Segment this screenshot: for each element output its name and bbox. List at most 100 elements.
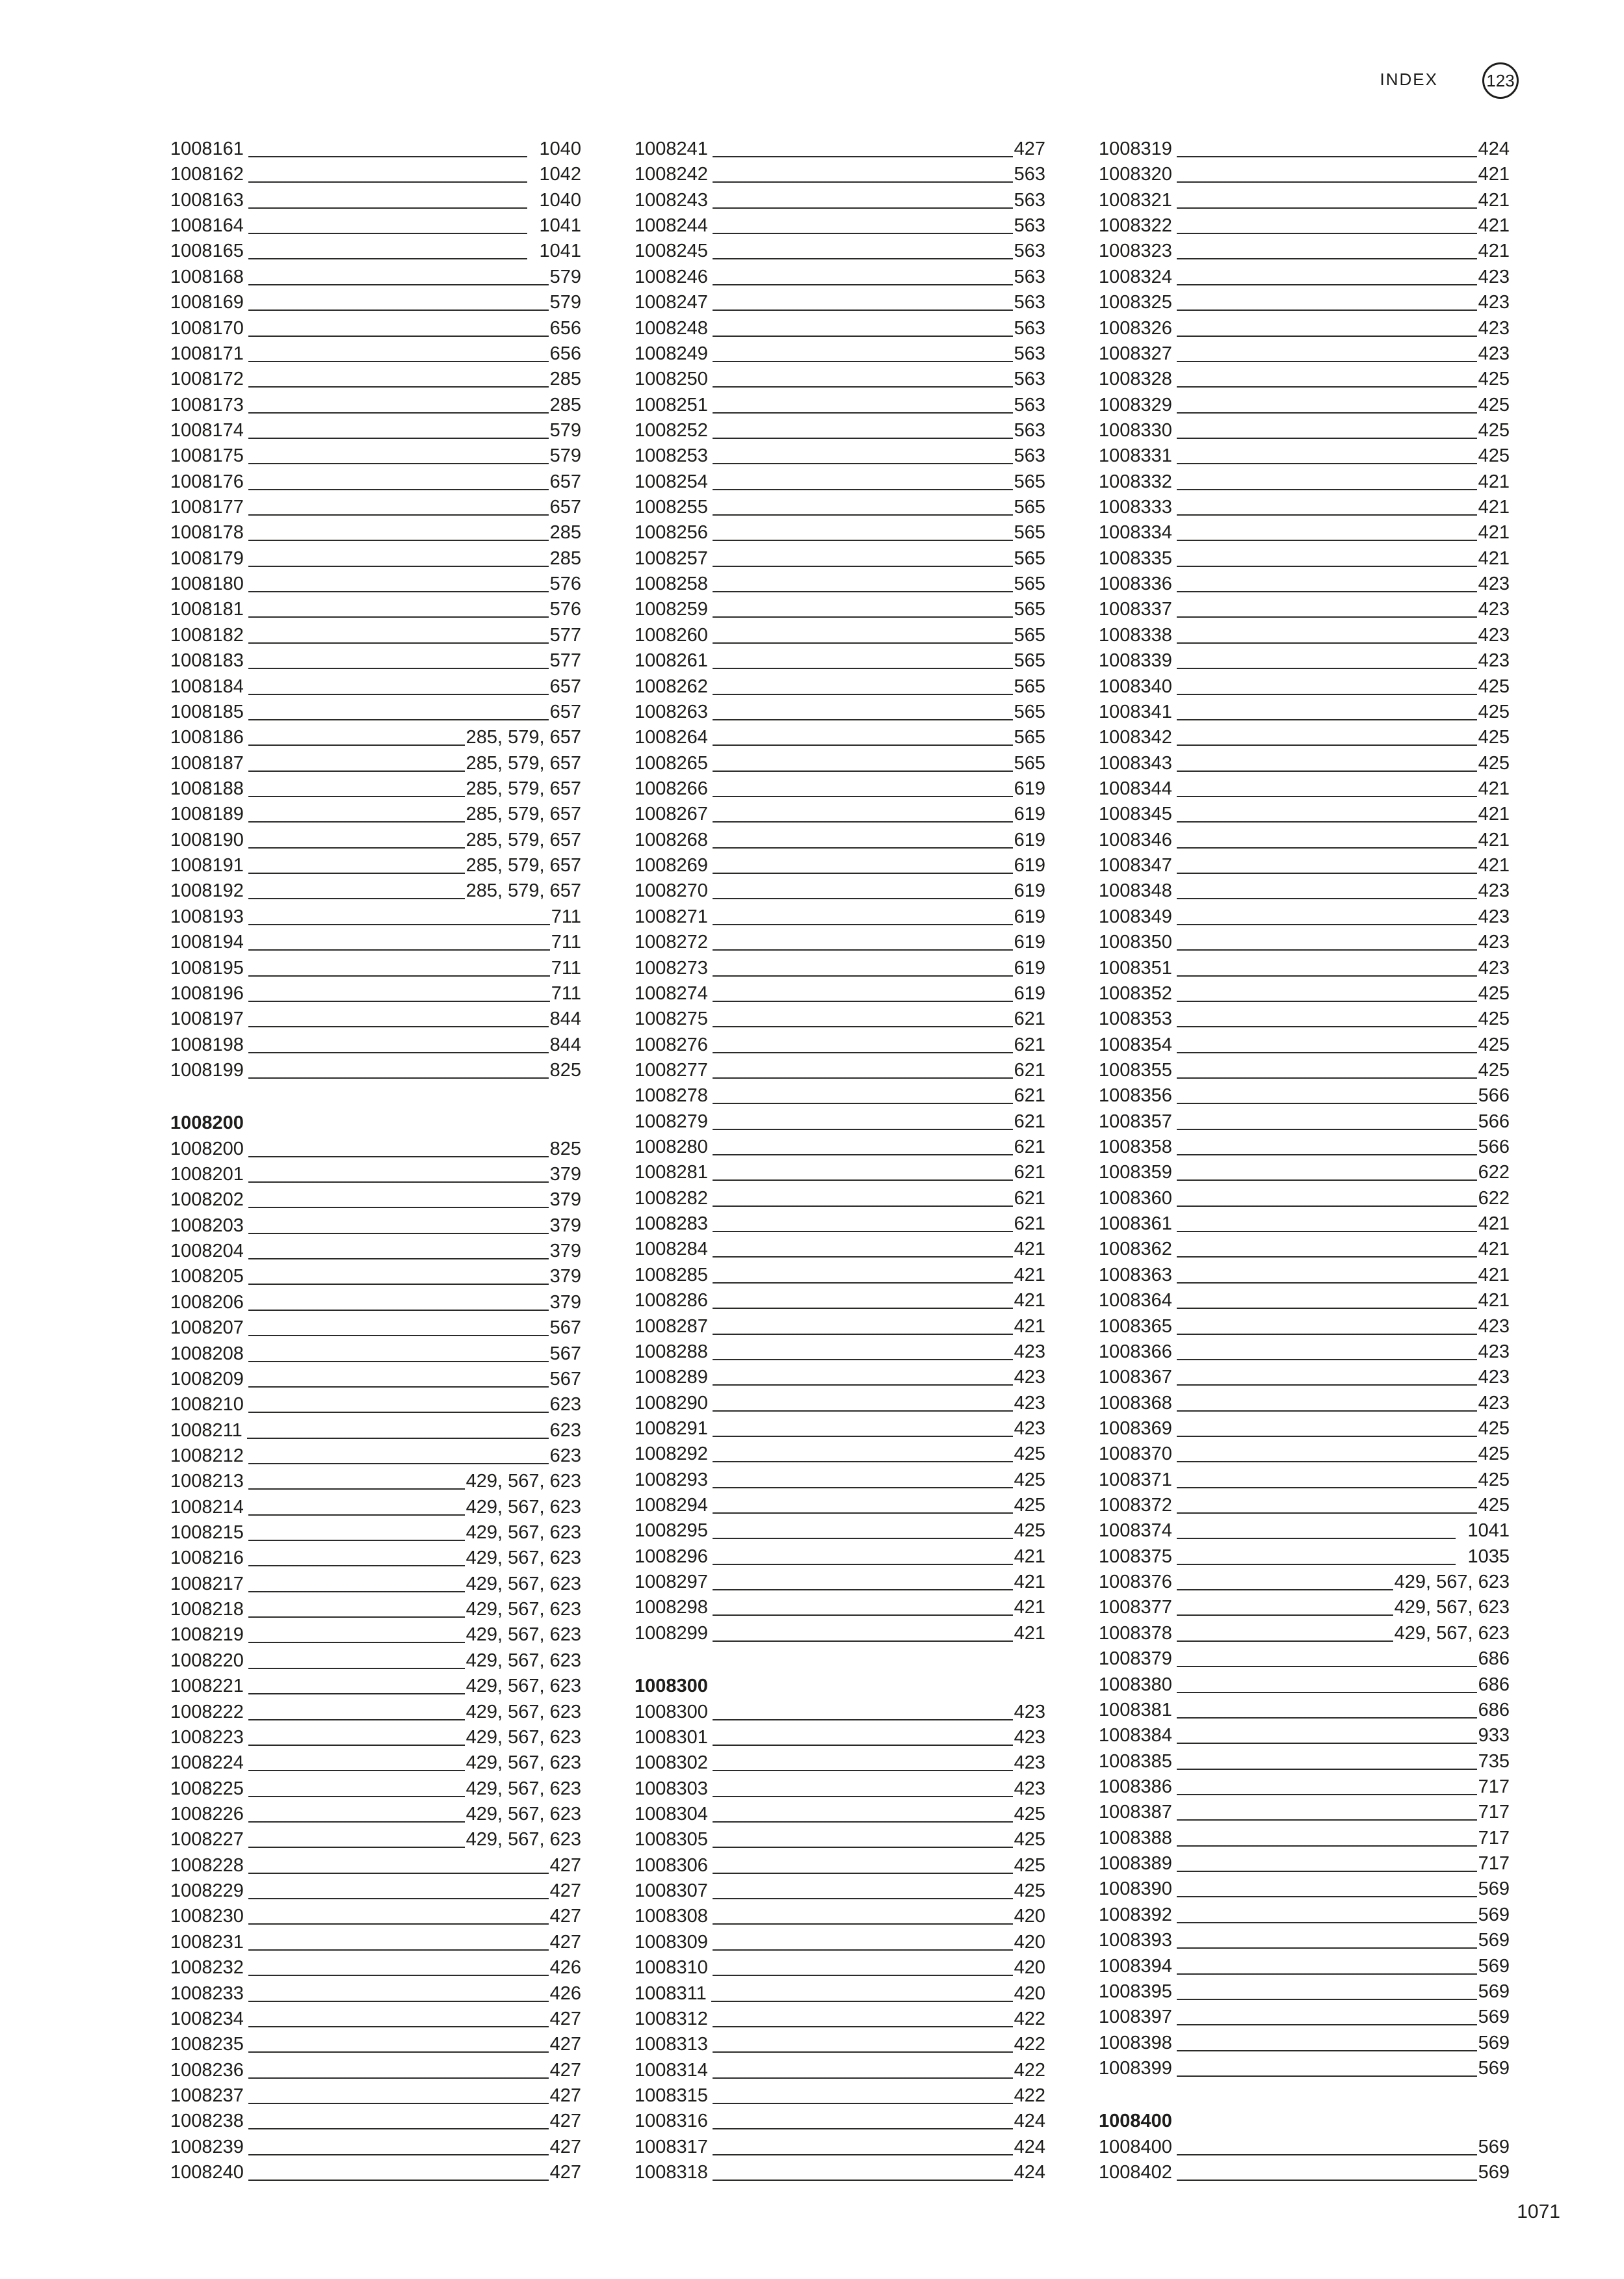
entry-id: 1008331 — [1099, 445, 1172, 467]
entry-id: 1008332 — [1099, 471, 1172, 492]
leader-line — [712, 718, 1013, 720]
entry-id: 1008350 — [1099, 932, 1172, 953]
entry-id: 1008326 — [1099, 317, 1172, 339]
entry-pages: 565 — [1014, 547, 1045, 569]
entry-pages: 379 — [549, 1215, 581, 1236]
leader-line — [248, 1642, 465, 1644]
leader-line — [712, 1589, 1013, 1591]
leader-line — [712, 1103, 1013, 1105]
index-entry: 1008337 423 — [1099, 597, 1510, 622]
entry-id: 1008369 — [1099, 1417, 1172, 1439]
index-entry: 1008301 423 — [635, 1725, 1045, 1750]
index-entry: 1008349 423 — [1099, 904, 1510, 930]
index-entry: 1008318 424 — [635, 2160, 1045, 2185]
entry-id: 1008217 — [170, 1573, 244, 1594]
index-entry: 1008224 429, 567, 623 — [170, 1750, 581, 1776]
leader-line — [712, 821, 1013, 823]
entry-id: 1008190 — [170, 829, 244, 850]
entry-id: 1008357 — [1099, 1111, 1172, 1132]
entry-id: 1008251 — [635, 394, 708, 415]
leader-line — [712, 1975, 1013, 1977]
entry-pages: 425 — [1478, 1417, 1510, 1439]
index-entry: 1008247 563 — [635, 290, 1045, 315]
leader-line — [712, 156, 1013, 157]
entry-pages: 425 — [1478, 676, 1510, 697]
index-entry: 1008293 425 — [635, 1468, 1045, 1493]
entry-pages: 285 — [549, 547, 581, 569]
entry-pages: 567 — [549, 1368, 581, 1390]
index-entry: 1008202 379 — [170, 1187, 581, 1213]
entry-pages: 427 — [549, 2008, 581, 2029]
entry-pages: 565 — [1014, 599, 1045, 620]
leader-line — [1176, 386, 1477, 388]
entry-pages: 427 — [549, 2111, 581, 2132]
leader-line — [248, 1616, 465, 1618]
entry-id: 1008311 — [635, 1983, 707, 2004]
entry-id: 1008206 — [170, 1291, 244, 1313]
entry-id: 1008208 — [170, 1343, 244, 1364]
leader-line — [1176, 1051, 1477, 1053]
leader-line — [712, 1614, 1013, 1616]
entry-pages: 686 — [1478, 1674, 1510, 1695]
entry-pages: 425 — [1478, 1008, 1510, 1030]
entry-id: 1008175 — [170, 445, 244, 467]
section-header: 1008200 — [170, 1113, 244, 1134]
index-entry: 1008278 621 — [635, 1083, 1045, 1109]
entry-id: 1008362 — [1099, 1239, 1172, 1260]
entry-pages: 379 — [549, 1266, 581, 1287]
entry-id: 1008205 — [170, 1266, 244, 1287]
entry-pages: 656 — [549, 343, 581, 364]
entry-id: 1008305 — [635, 1829, 708, 1851]
entry-pages: 657 — [549, 701, 581, 722]
entry-pages: 711 — [551, 906, 581, 927]
entry-id: 1008222 — [170, 1701, 244, 1722]
leader-line — [712, 693, 1013, 695]
leader-line — [712, 1770, 1013, 1772]
leader-line — [248, 1770, 465, 1772]
entry-id: 1008247 — [635, 292, 708, 313]
entry-pages: 423 — [1478, 599, 1510, 620]
index-entry: 1008187 285, 579, 657 — [170, 751, 581, 776]
index-entry: 1008234 427 — [170, 2007, 581, 2032]
entry-pages: 427 — [549, 2085, 581, 2106]
leader-line — [1176, 1998, 1477, 2000]
entry-pages: 425 — [1478, 752, 1510, 774]
leader-line — [248, 2128, 549, 2130]
index-entry: 1008296 421 — [635, 1544, 1045, 1570]
entry-id: 1008164 — [170, 215, 244, 237]
leader-line — [712, 565, 1013, 567]
index-entry: 1008235 427 — [170, 2032, 581, 2057]
entry-id: 1008186 — [170, 727, 244, 748]
entry-pages: 429, 567, 623 — [465, 1650, 581, 1671]
entry-id: 1008207 — [170, 1317, 244, 1339]
entry-pages: 565 — [1014, 650, 1045, 672]
leader-line — [712, 2180, 1013, 2181]
leader-line — [248, 1207, 549, 1209]
leader-line — [248, 1949, 549, 1951]
index-group: 1008200 1008200 825 1008201 379 1008202 379 100… — [170, 1111, 581, 2185]
entry-pages: 425 — [1478, 419, 1510, 441]
leader-line — [1176, 1921, 1477, 1923]
leader-line — [248, 949, 550, 951]
entry-id: 1008223 — [170, 1726, 244, 1748]
index-entry: 1008291 423 — [635, 1416, 1045, 1442]
leader-line — [1176, 181, 1477, 183]
leader-line — [1176, 923, 1477, 925]
leader-line — [248, 437, 549, 439]
leader-line — [712, 1719, 1013, 1720]
entry-pages: 563 — [1014, 394, 1045, 415]
index-entry: 1008313 422 — [635, 2032, 1045, 2057]
entry-pages: 429, 567, 623 — [465, 1829, 581, 1851]
index-entry: 1008212 623 — [170, 1443, 581, 1469]
entry-pages: 423 — [1014, 1752, 1045, 1774]
entry-id: 1008278 — [635, 1085, 708, 1107]
entry-pages: 423 — [1478, 880, 1510, 902]
index-entry: 1008289 423 — [635, 1365, 1045, 1390]
index-entry: 1008400 569 — [1099, 2135, 1510, 2160]
entry-id: 1008174 — [170, 419, 244, 441]
entry-pages: 423 — [1478, 932, 1510, 953]
entry-pages: 711 — [551, 982, 581, 1004]
entry-id: 1008212 — [170, 1445, 244, 1466]
leader-line — [248, 1000, 550, 1002]
entry-pages: 565 — [1014, 624, 1045, 646]
